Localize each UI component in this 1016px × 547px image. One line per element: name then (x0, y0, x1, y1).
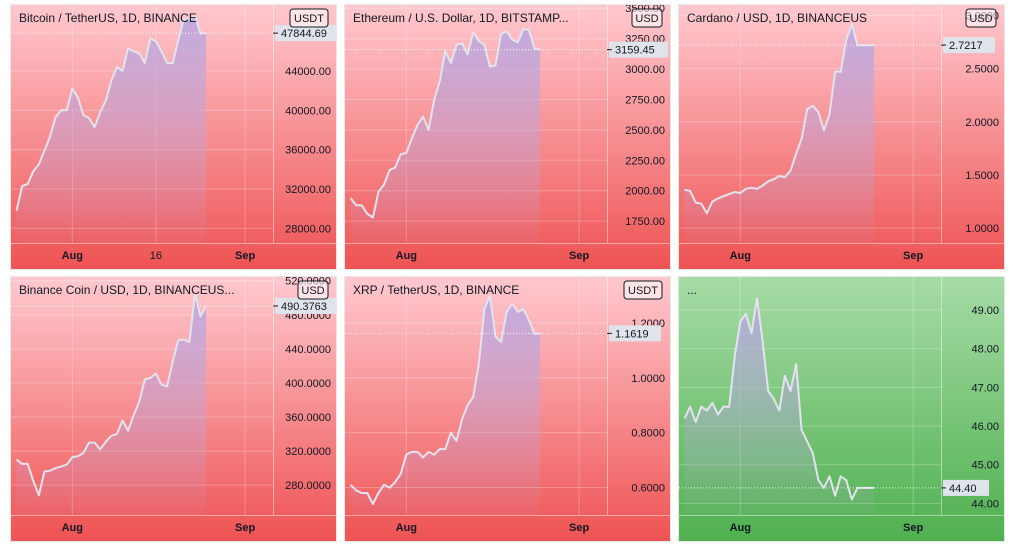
currency-badge-label: USD (635, 13, 658, 25)
last-value-label: 3159.45 (615, 45, 655, 57)
last-value-label: 2.7217 (949, 40, 983, 52)
chart-panel-binance-coin[interactable]: 520.0000480.0000440.0000400.0000360.0000… (10, 276, 337, 542)
series-line (349, 294, 541, 505)
series-line (15, 292, 207, 497)
y-tick-label: 2500.00 (625, 125, 665, 137)
currency-badge-label: USDT (294, 13, 324, 25)
chart-panel-cardano[interactable]: 3.00002.50002.00001.50001.00002.7217AugS… (678, 4, 1005, 270)
y-tick-label: 47.00 (971, 382, 999, 394)
x-tick-label: Sep (235, 522, 255, 534)
y-tick-label: 3000.00 (625, 64, 665, 76)
y-tick-label: 32000.00 (285, 184, 331, 196)
x-tick-label: Aug (730, 522, 751, 534)
chart-title: Bitcoin / TetherUS, 1D, BINANCE (19, 11, 197, 25)
chart-svg: 520.0000480.0000440.0000400.0000360.0000… (11, 277, 336, 541)
y-tick-label: 0.8000 (631, 428, 665, 440)
chart-title: Binance Coin / USD, 1D, BINANCEUS... (19, 283, 234, 297)
x-tick-label: Sep (903, 250, 923, 262)
x-tick-label: Sep (903, 522, 923, 534)
y-tick-label: 28000.00 (285, 223, 331, 235)
x-tick-label: Aug (730, 250, 751, 262)
last-value-label: 1.1619 (615, 328, 649, 340)
series-area (16, 15, 207, 243)
last-value-label: 44.40 (949, 483, 977, 495)
y-tick-label: 280.0000 (285, 480, 331, 492)
currency-badge-label: USD (301, 285, 324, 297)
chart-title: ... (687, 283, 697, 297)
x-tick-label: Sep (235, 250, 255, 262)
chart-panel-xrp[interactable]: 1.2000 1.0000 0.8000 0.6000 1.1619 Aug Sep XRP … (344, 276, 671, 542)
y-tick-label: 440.0000 (285, 344, 331, 356)
x-tick-label: Sep (569, 250, 589, 262)
chart-svg: 49.00 48.00 47.00 46.00 45.00 44.00 44.40 Aug Se… (679, 277, 1004, 541)
chart-panel-bitcoin[interactable]: 44000.00 40000.00 36000.00 32000.00 28000.00… (10, 4, 337, 270)
x-tick-label: Aug (62, 250, 83, 262)
series-area (350, 28, 541, 244)
y-tick-label: 44.00 (971, 498, 999, 510)
last-value-label: 490.3763 (281, 301, 327, 313)
series-area (684, 298, 875, 515)
series-area (684, 24, 875, 243)
currency-badge-label: USDT (628, 285, 658, 297)
currency-badge[interactable] (631, 8, 663, 28)
y-tick-label: 2000.00 (625, 186, 665, 198)
currency-badge[interactable] (297, 280, 329, 300)
chart-svg: 3500.003250.003000.002750.002500.002250.… (345, 5, 670, 269)
y-tick-label: 360.0000 (285, 412, 331, 424)
series-line (684, 23, 875, 215)
series-area (16, 293, 207, 515)
currency-badge[interactable] (623, 280, 663, 300)
y-tick-label: 48.00 (971, 344, 999, 356)
y-tick-label: 2.0000 (965, 117, 999, 129)
chart-panel-unnamed[interactable]: 49.00 48.00 47.00 46.00 45.00 44.00 44.40 Aug Se… (678, 276, 1005, 542)
y-tick-label: 2250.00 (625, 155, 665, 167)
chart-svg: 44000.00 40000.00 36000.00 32000.00 28000.00… (11, 5, 336, 269)
y-tick-label: 400.0000 (285, 378, 331, 390)
y-tick-label: 45.00 (971, 460, 999, 472)
currency-badge[interactable] (289, 8, 329, 28)
y-tick-label: 1750.00 (625, 216, 665, 228)
series-line (683, 297, 875, 501)
y-tick-label: 36000.00 (285, 145, 331, 157)
y-tick-label: 44000.00 (285, 66, 331, 78)
chart-title: XRP / TetherUS, 1D, BINANCE (353, 283, 519, 297)
series-line (15, 14, 207, 211)
x-tick-label: Aug (396, 250, 417, 262)
last-value-label: 47844.69 (281, 28, 327, 40)
last-value-badge (609, 41, 668, 58)
chart-title: Cardano / USD, 1D, BINANCEUS (687, 11, 867, 25)
y-tick-label: 0.6000 (631, 483, 665, 495)
last-value-badge (275, 297, 336, 314)
y-tick-label: 1.0000 (631, 373, 665, 385)
y-tick-label: 2.5000 (965, 64, 999, 76)
y-tick-label: 49.00 (971, 305, 999, 317)
y-tick-label: 320.0000 (285, 446, 331, 458)
x-tick-label: 16 (150, 250, 162, 262)
y-tick-label: 1.5000 (965, 170, 999, 182)
last-value-badge (275, 25, 336, 42)
series-line (349, 27, 541, 219)
chart-svg: 3.00002.50002.00001.50001.00002.7217AugS… (679, 5, 1004, 269)
y-tick-label: 46.00 (971, 421, 999, 433)
y-tick-label: 40000.00 (285, 105, 331, 117)
currency-badge-label: USD (969, 13, 992, 25)
y-tick-label: 1.0000 (965, 223, 999, 235)
x-tick-label: Aug (62, 522, 83, 534)
series-area (350, 295, 541, 515)
chart-panel-ethereum[interactable]: 3500.003250.003000.002750.002500.002250.… (344, 4, 671, 270)
last-value-badge (609, 325, 661, 342)
chart-title: Ethereum / U.S. Dollar, 1D, BITSTAMP... (353, 11, 569, 25)
x-tick-label: Aug (396, 522, 417, 534)
y-tick-label: 2750.00 (625, 94, 665, 106)
x-tick-label: Sep (569, 522, 589, 534)
currency-badge[interactable] (965, 8, 997, 28)
last-value-badge (943, 479, 989, 496)
last-value-badge (943, 37, 995, 54)
